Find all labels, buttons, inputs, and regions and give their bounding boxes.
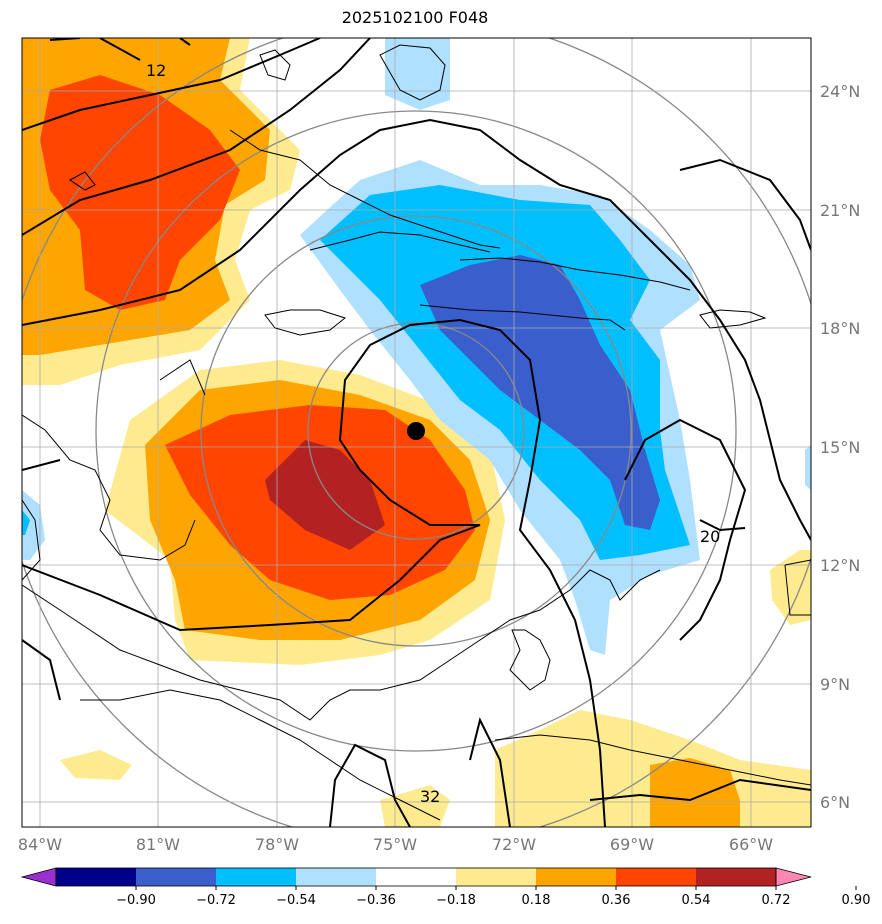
colorbar-label: 0.54	[682, 893, 711, 908]
height-contours	[22, 38, 811, 827]
coastlines	[22, 44, 811, 821]
negative-anomaly	[22, 38, 811, 655]
positive-anomaly-southeast	[60, 550, 811, 827]
colorbar-swatch	[56, 868, 136, 886]
latitude-ticks: 24°N 21°N 18°N 15°N 12°N 9°N 6°N	[820, 82, 860, 812]
colorbar-swatch	[136, 868, 216, 886]
colorbar-label: −0.90	[116, 893, 156, 908]
lon-tick-78: 78°W	[255, 835, 299, 854]
lat-tick-21: 21°N	[820, 201, 860, 220]
colorbar-label: 0.36	[602, 893, 631, 908]
lon-tick-84: 84°W	[18, 835, 62, 854]
map-content	[22, 38, 811, 827]
colorbar-swatch	[536, 868, 616, 886]
lon-tick-81: 81°W	[136, 835, 180, 854]
lat-tick-18: 18°N	[820, 319, 860, 338]
longitude-ticks: 84°W 81°W 78°W 75°W 72°W 69°W 66°W	[18, 835, 773, 854]
colorbar-swatch	[216, 868, 296, 886]
colorbar-label: −0.72	[196, 893, 236, 908]
contour-label-32: 32	[420, 787, 440, 806]
colorbar-extend-high	[775, 867, 812, 887]
lat-tick-15: 15°N	[820, 438, 860, 457]
colorbar-swatch	[376, 868, 456, 886]
storm-center-marker	[407, 422, 425, 440]
lon-tick-75: 75°W	[373, 835, 417, 854]
colorbar-swatch	[616, 868, 696, 886]
lat-tick-6: 6°N	[820, 793, 850, 812]
colorbar: −0.90 −0.72 −0.54 −0.36 −0.18 0.18 0.36 0.54 0.7…	[20, 867, 871, 908]
colorbar-swatch	[296, 868, 376, 886]
contour-label-12: 12	[146, 61, 166, 80]
lon-tick-69: 69°W	[610, 835, 654, 854]
colorbar-label: 0.72	[762, 893, 791, 908]
map-title: 2025102100 F048	[341, 8, 489, 27]
contour-label-20: 20	[700, 527, 720, 546]
map-frame	[21, 37, 812, 828]
lat-tick-9: 9°N	[820, 675, 850, 694]
lat-tick-24: 24°N	[820, 82, 860, 101]
graticule	[22, 38, 811, 827]
colorbar-swatch	[696, 868, 776, 886]
colorbar-frame	[55, 867, 777, 887]
colorbar-label: 0.18	[522, 893, 551, 908]
colorbar-extend-low	[20, 867, 57, 887]
colorbar-label: −0.18	[436, 893, 476, 908]
range-rings	[22, 38, 811, 827]
colorbar-swatch	[456, 868, 536, 886]
colorbar-label: −0.36	[356, 893, 396, 908]
lat-tick-12: 12°N	[820, 556, 860, 575]
lon-tick-66: 66°W	[729, 835, 773, 854]
colorbar-label: −0.54	[276, 893, 316, 908]
positive-anomaly-northwest	[22, 38, 300, 385]
colorbar-label: 0.90	[842, 893, 871, 908]
lon-tick-72: 72°W	[492, 835, 536, 854]
